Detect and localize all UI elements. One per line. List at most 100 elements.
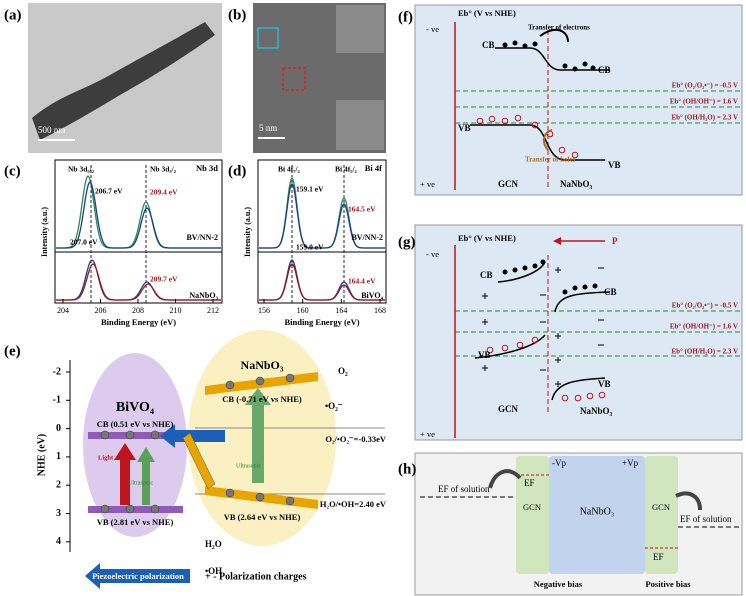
label: Eb° (O₂/O₂•⁻) = -0.5 V: [672, 82, 738, 90]
y-tick-label: -1: [53, 395, 61, 406]
transfer-arrow: [160, 424, 225, 448]
electron-arrow: [675, 491, 702, 511]
label: H₂O: [205, 539, 222, 549]
panel-label: (c): [4, 163, 21, 179]
x-tick-label: 210: [170, 306, 182, 315]
interface: [182, 432, 216, 490]
label: GCN: [523, 502, 541, 512]
label: Transfer of holes: [525, 156, 576, 164]
label: VB: [608, 160, 621, 170]
electron-arrow: [488, 469, 522, 489]
vb-edge: [470, 124, 605, 161]
label: EF: [524, 478, 535, 488]
label: + ve: [420, 179, 435, 189]
x-tick-label: 156: [258, 306, 270, 315]
label: EF: [653, 552, 664, 562]
x-tick-label: 208: [132, 306, 144, 315]
inset: [336, 5, 384, 53]
charge-carriers: [100, 373, 295, 514]
polarization-arrow: [85, 563, 190, 589]
label: VB: [598, 379, 611, 389]
y-axis-label: NHE (eV): [36, 434, 47, 477]
panel-label: (b): [228, 7, 246, 23]
label: Bi 4f: [365, 163, 382, 173]
label: •O₂⁻: [325, 401, 343, 411]
label: EF of solution: [680, 514, 732, 524]
label: Positive bias: [645, 579, 691, 589]
nanorod: [32, 22, 215, 140]
label: NaNbO₃: [580, 506, 615, 517]
label: CB: [480, 270, 493, 280]
label: Eb° (OH/H₂O) = 2.3 V: [671, 348, 738, 356]
label: 164.4 eV: [348, 277, 376, 286]
y-tick-label: -2: [53, 366, 61, 377]
label: - ve: [426, 24, 439, 34]
label: VB: [478, 350, 491, 360]
label: Nb 3d₅/₂: [68, 165, 95, 174]
label: Eb° (V vs NHE): [458, 233, 516, 243]
label: 159.1 eV: [296, 185, 324, 194]
label: Eb° (OH/OH⁻) = 1.6 V: [670, 323, 738, 331]
y-axis-label: Intensity (a.u.): [40, 207, 49, 257]
label: - ve: [426, 249, 439, 259]
panel-label: (d): [228, 163, 246, 179]
x-tick-label: 206: [95, 306, 107, 315]
holes: [476, 114, 579, 159]
ultrasonic-arrow: [137, 447, 155, 505]
electrons: [502, 259, 598, 295]
electrons: [502, 40, 596, 72]
label: 209.4 eV: [150, 188, 178, 197]
panel-label: (a): [4, 7, 22, 23]
label: 206.7 eV: [95, 187, 123, 196]
label: -Vp: [552, 458, 566, 468]
label: 159.0 eV: [296, 243, 324, 252]
label: Nb 3d₃/₂: [150, 165, 177, 174]
label: Ultrasonic: [128, 480, 153, 486]
band: [88, 506, 183, 513]
inset: [336, 100, 384, 150]
x-tick-label: 160: [297, 306, 309, 315]
label: Eb° (V vs NHE): [458, 8, 516, 18]
label: Bi 4f₅/₂: [335, 165, 358, 174]
label: BV/NN-2: [186, 233, 218, 242]
light-arrow: [114, 443, 136, 505]
y-tick-label: 1: [56, 451, 61, 462]
xps-curve: [259, 182, 385, 249]
label: CB: [598, 65, 611, 75]
panel-label: (e): [4, 343, 21, 359]
transfer-arrow: [539, 28, 569, 43]
ultrasonic-arrow: [245, 388, 271, 483]
label: NaNbO₃: [560, 179, 593, 189]
y-axis-label: Intensity (a.u.): [243, 207, 252, 257]
label: Transfer of electrons: [528, 24, 590, 32]
label: O₂: [338, 366, 348, 376]
label: Eb° (OH/OH⁻) = 1.6 V: [670, 98, 738, 106]
label: +Vp: [622, 458, 639, 468]
label: BiVO₄: [361, 291, 383, 300]
label: Light: [98, 454, 114, 461]
y-tick-label: 4: [56, 536, 61, 547]
label: GCN: [498, 404, 519, 414]
xps-curve: [56, 263, 221, 301]
label: GCN: [652, 502, 670, 512]
field-arrow-head: [553, 237, 561, 245]
label: + ve: [420, 429, 435, 439]
label: Eb° (OH/H₂O) = 2.3 V: [671, 114, 738, 122]
label: CB: [482, 40, 495, 50]
label: CB (0.51 eV vs NHE): [97, 419, 174, 429]
label: VB: [458, 123, 471, 133]
xps-curve: [259, 263, 385, 301]
panel-label: (h): [398, 461, 416, 477]
xps-curve: [56, 181, 221, 249]
cb-edge: [495, 47, 610, 71]
label: NaNbO₃: [189, 291, 218, 300]
x-tick-label: 168: [374, 306, 386, 315]
label: Ultrasonic: [236, 463, 261, 469]
label: H₂O/•OH=2.40 eV: [320, 499, 387, 509]
y-tick-label: 2: [56, 479, 61, 490]
band: [88, 432, 183, 439]
bivo4-region: [83, 353, 187, 537]
region-box: [257, 27, 279, 49]
label: NaNbO₃: [580, 406, 613, 416]
